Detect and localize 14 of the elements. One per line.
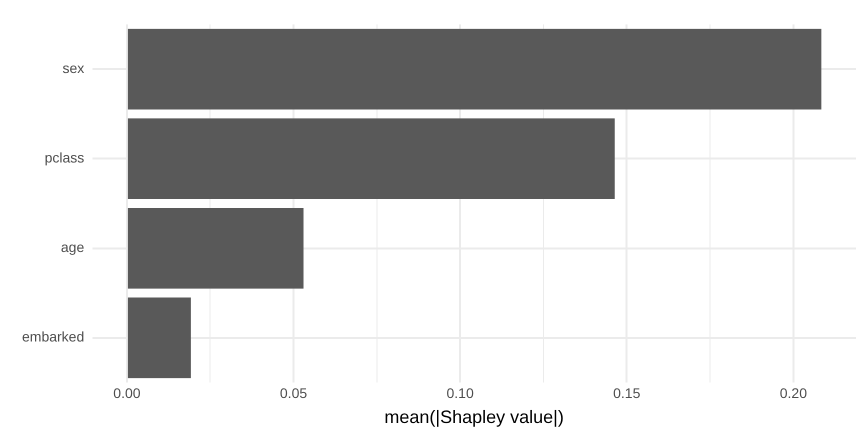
x-tick-label: 0.10 bbox=[446, 384, 474, 401]
y-tick-label: pclass bbox=[44, 150, 84, 166]
x-tick-label: 0.00 bbox=[113, 384, 141, 401]
y-tick-label: embarked bbox=[22, 328, 84, 345]
x-tick-label: 0.05 bbox=[280, 384, 308, 401]
x-axis-title: mean(|Shapley value|) bbox=[384, 407, 564, 428]
y-tick-label: age bbox=[60, 239, 84, 256]
bar bbox=[128, 208, 304, 289]
bar bbox=[128, 118, 615, 200]
bar bbox=[128, 28, 822, 110]
bar bbox=[128, 298, 191, 378]
y-tick-label: sex bbox=[62, 60, 84, 76]
x-tick-label: 0.20 bbox=[780, 384, 808, 401]
x-tick-label: 0.15 bbox=[613, 384, 641, 401]
